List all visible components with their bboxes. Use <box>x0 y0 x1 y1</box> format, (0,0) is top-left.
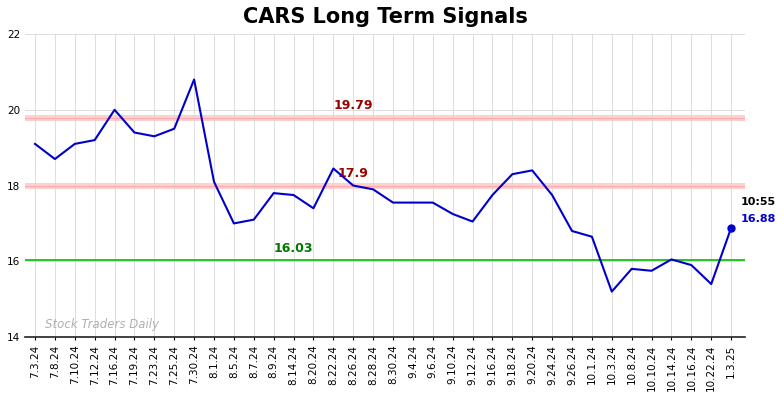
Text: 19.79: 19.79 <box>333 100 373 112</box>
Text: 10:55: 10:55 <box>741 197 776 207</box>
Text: 16.88: 16.88 <box>741 214 776 224</box>
Text: 17.9: 17.9 <box>338 167 368 180</box>
Text: Stock Traders Daily: Stock Traders Daily <box>45 318 159 332</box>
Bar <box>25 183 745 189</box>
Text: 16.03: 16.03 <box>274 242 314 255</box>
Title: CARS Long Term Signals: CARS Long Term Signals <box>242 7 528 27</box>
Bar <box>25 115 745 121</box>
